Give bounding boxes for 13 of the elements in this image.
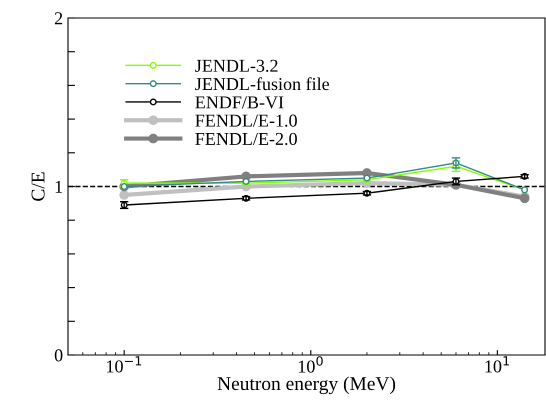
legend-label: JENDL-3.2	[195, 60, 278, 72]
legend-label: ENDF/B-VI	[195, 96, 284, 109]
y-tick-label: 0	[54, 349, 62, 362]
legend-label: FENDL/E-2.0	[195, 132, 297, 146]
y-axis-title: C/E	[32, 172, 45, 201]
legend-label: FENDL/E-1.0	[195, 114, 297, 127]
x-tick-label: 10$^{0}$	[298, 356, 323, 373]
y-tick-label: 1	[56, 180, 62, 193]
y-tick-label: 2	[54, 12, 62, 24]
x-tick-label: 10$^{1}$	[486, 356, 510, 372]
legend-label: JENDL-fusion file	[195, 77, 330, 90]
x-axis-title: Neutron energy (MeV)	[218, 376, 396, 394]
x-tick-label: 10$^{−1}$	[107, 356, 142, 372]
